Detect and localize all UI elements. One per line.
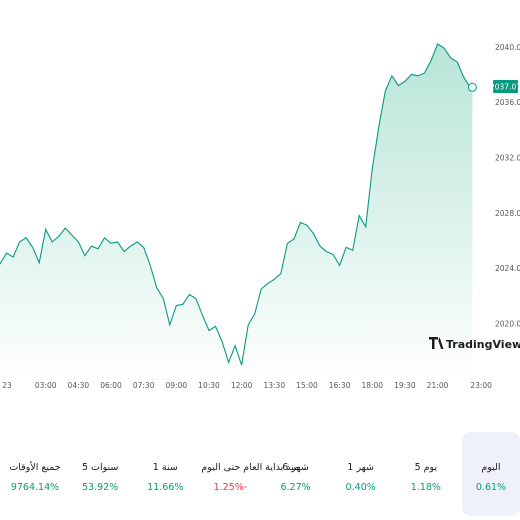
tradingview-logo-icon xyxy=(429,337,444,349)
period-tab-1[interactable]: 5 يوم 1.18% xyxy=(397,432,455,516)
x-tick-label: 15:00 xyxy=(296,381,318,390)
period-change-value: 1.18% xyxy=(410,482,441,493)
period-change-value: 1.25%- xyxy=(213,482,248,493)
period-tab-6[interactable]: 5 سنوات 53.92% xyxy=(71,432,129,516)
period-label: اليوم xyxy=(481,462,501,473)
period-tab-7[interactable]: جميع الأوقات 9764.14% xyxy=(6,432,64,516)
y-tick-label: 2020.00 xyxy=(495,320,520,329)
price-area-fill xyxy=(0,44,473,372)
price-line xyxy=(0,43,473,366)
period-tab-3[interactable]: 6 شهر 6.27% xyxy=(267,432,325,516)
period-label: 5 يوم xyxy=(414,462,438,473)
x-tick-label: 04:30 xyxy=(68,381,90,390)
period-label: 1 شهر xyxy=(347,462,375,473)
x-tick-label: 10:30 xyxy=(198,381,220,390)
price-tag: 2037.07 xyxy=(490,80,520,93)
price-chart[interactable]: 2020.00 2024.00 2028.00 2032.00 2036.00 2040.… xyxy=(0,0,520,400)
period-change-value: 11.66% xyxy=(147,482,184,493)
period-change-value: 53.92% xyxy=(82,482,119,493)
x-tick-label: 21:00 xyxy=(427,381,449,390)
period-label: 1 سنة xyxy=(152,462,178,473)
period-change-value: 9764.14% xyxy=(10,482,60,493)
period-change-value: 6.27% xyxy=(280,482,311,493)
x-tick-label: 18:00 xyxy=(361,381,383,390)
x-axis: 23 03:00 04:30 06:00 07:30 09:00 10:30 12:00 13:… xyxy=(2,381,492,390)
x-tick-label: 13:30 xyxy=(263,381,285,390)
period-selector: اليوم 0.61% 5 يوم 1.18% 1 شهر 0.40% 6 شهر 6.27%… xyxy=(0,432,520,520)
period-tab-0[interactable]: اليوم 0.61% xyxy=(461,432,520,516)
last-price-marker xyxy=(467,82,477,92)
y-tick-label: 2036.00 xyxy=(495,98,520,107)
period-label: منذ بداية العام حتى اليوم xyxy=(201,462,300,473)
tradingview-logo-text: TradingView xyxy=(446,338,520,351)
period-tab-2[interactable]: 1 شهر 0.40% xyxy=(332,432,390,516)
x-tick-label: 03:00 xyxy=(35,381,57,390)
x-tick-label: 09:00 xyxy=(166,381,188,390)
period-tab-4[interactable]: منذ بداية العام حتى اليوم 1.25%- xyxy=(201,432,300,516)
x-tick-label: 07:30 xyxy=(133,381,155,390)
x-tick-label: 06:00 xyxy=(100,381,122,390)
period-label: 6 شهر xyxy=(282,462,309,473)
period-change-value: 0.40% xyxy=(345,482,376,493)
y-tick-label: 2024.00 xyxy=(495,264,520,273)
x-tick-label: 19:30 xyxy=(394,381,416,390)
x-tick-label: 12:00 xyxy=(231,381,253,390)
period-label: جميع الأوقات xyxy=(9,462,61,473)
y-tick-label: 2040.00 xyxy=(495,43,520,52)
x-tick-label: 16:30 xyxy=(329,381,351,390)
period-tab-5[interactable]: 1 سنة 11.66% xyxy=(136,432,194,516)
y-axis: 2020.00 2024.00 2028.00 2032.00 2036.00 2040.… xyxy=(495,43,520,329)
x-tick-label: 23:00 xyxy=(470,381,492,390)
period-label: 5 سنوات xyxy=(81,462,119,473)
y-tick-label: 2032.00 xyxy=(495,153,520,162)
y-tick-label: 2028.00 xyxy=(495,209,520,218)
tradingview-logo[interactable]: TradingView xyxy=(429,337,520,351)
period-change-value: 0.61% xyxy=(475,482,507,493)
price-tag-label: 2037.07 xyxy=(490,83,520,92)
x-tick-label: 23 xyxy=(2,381,12,390)
